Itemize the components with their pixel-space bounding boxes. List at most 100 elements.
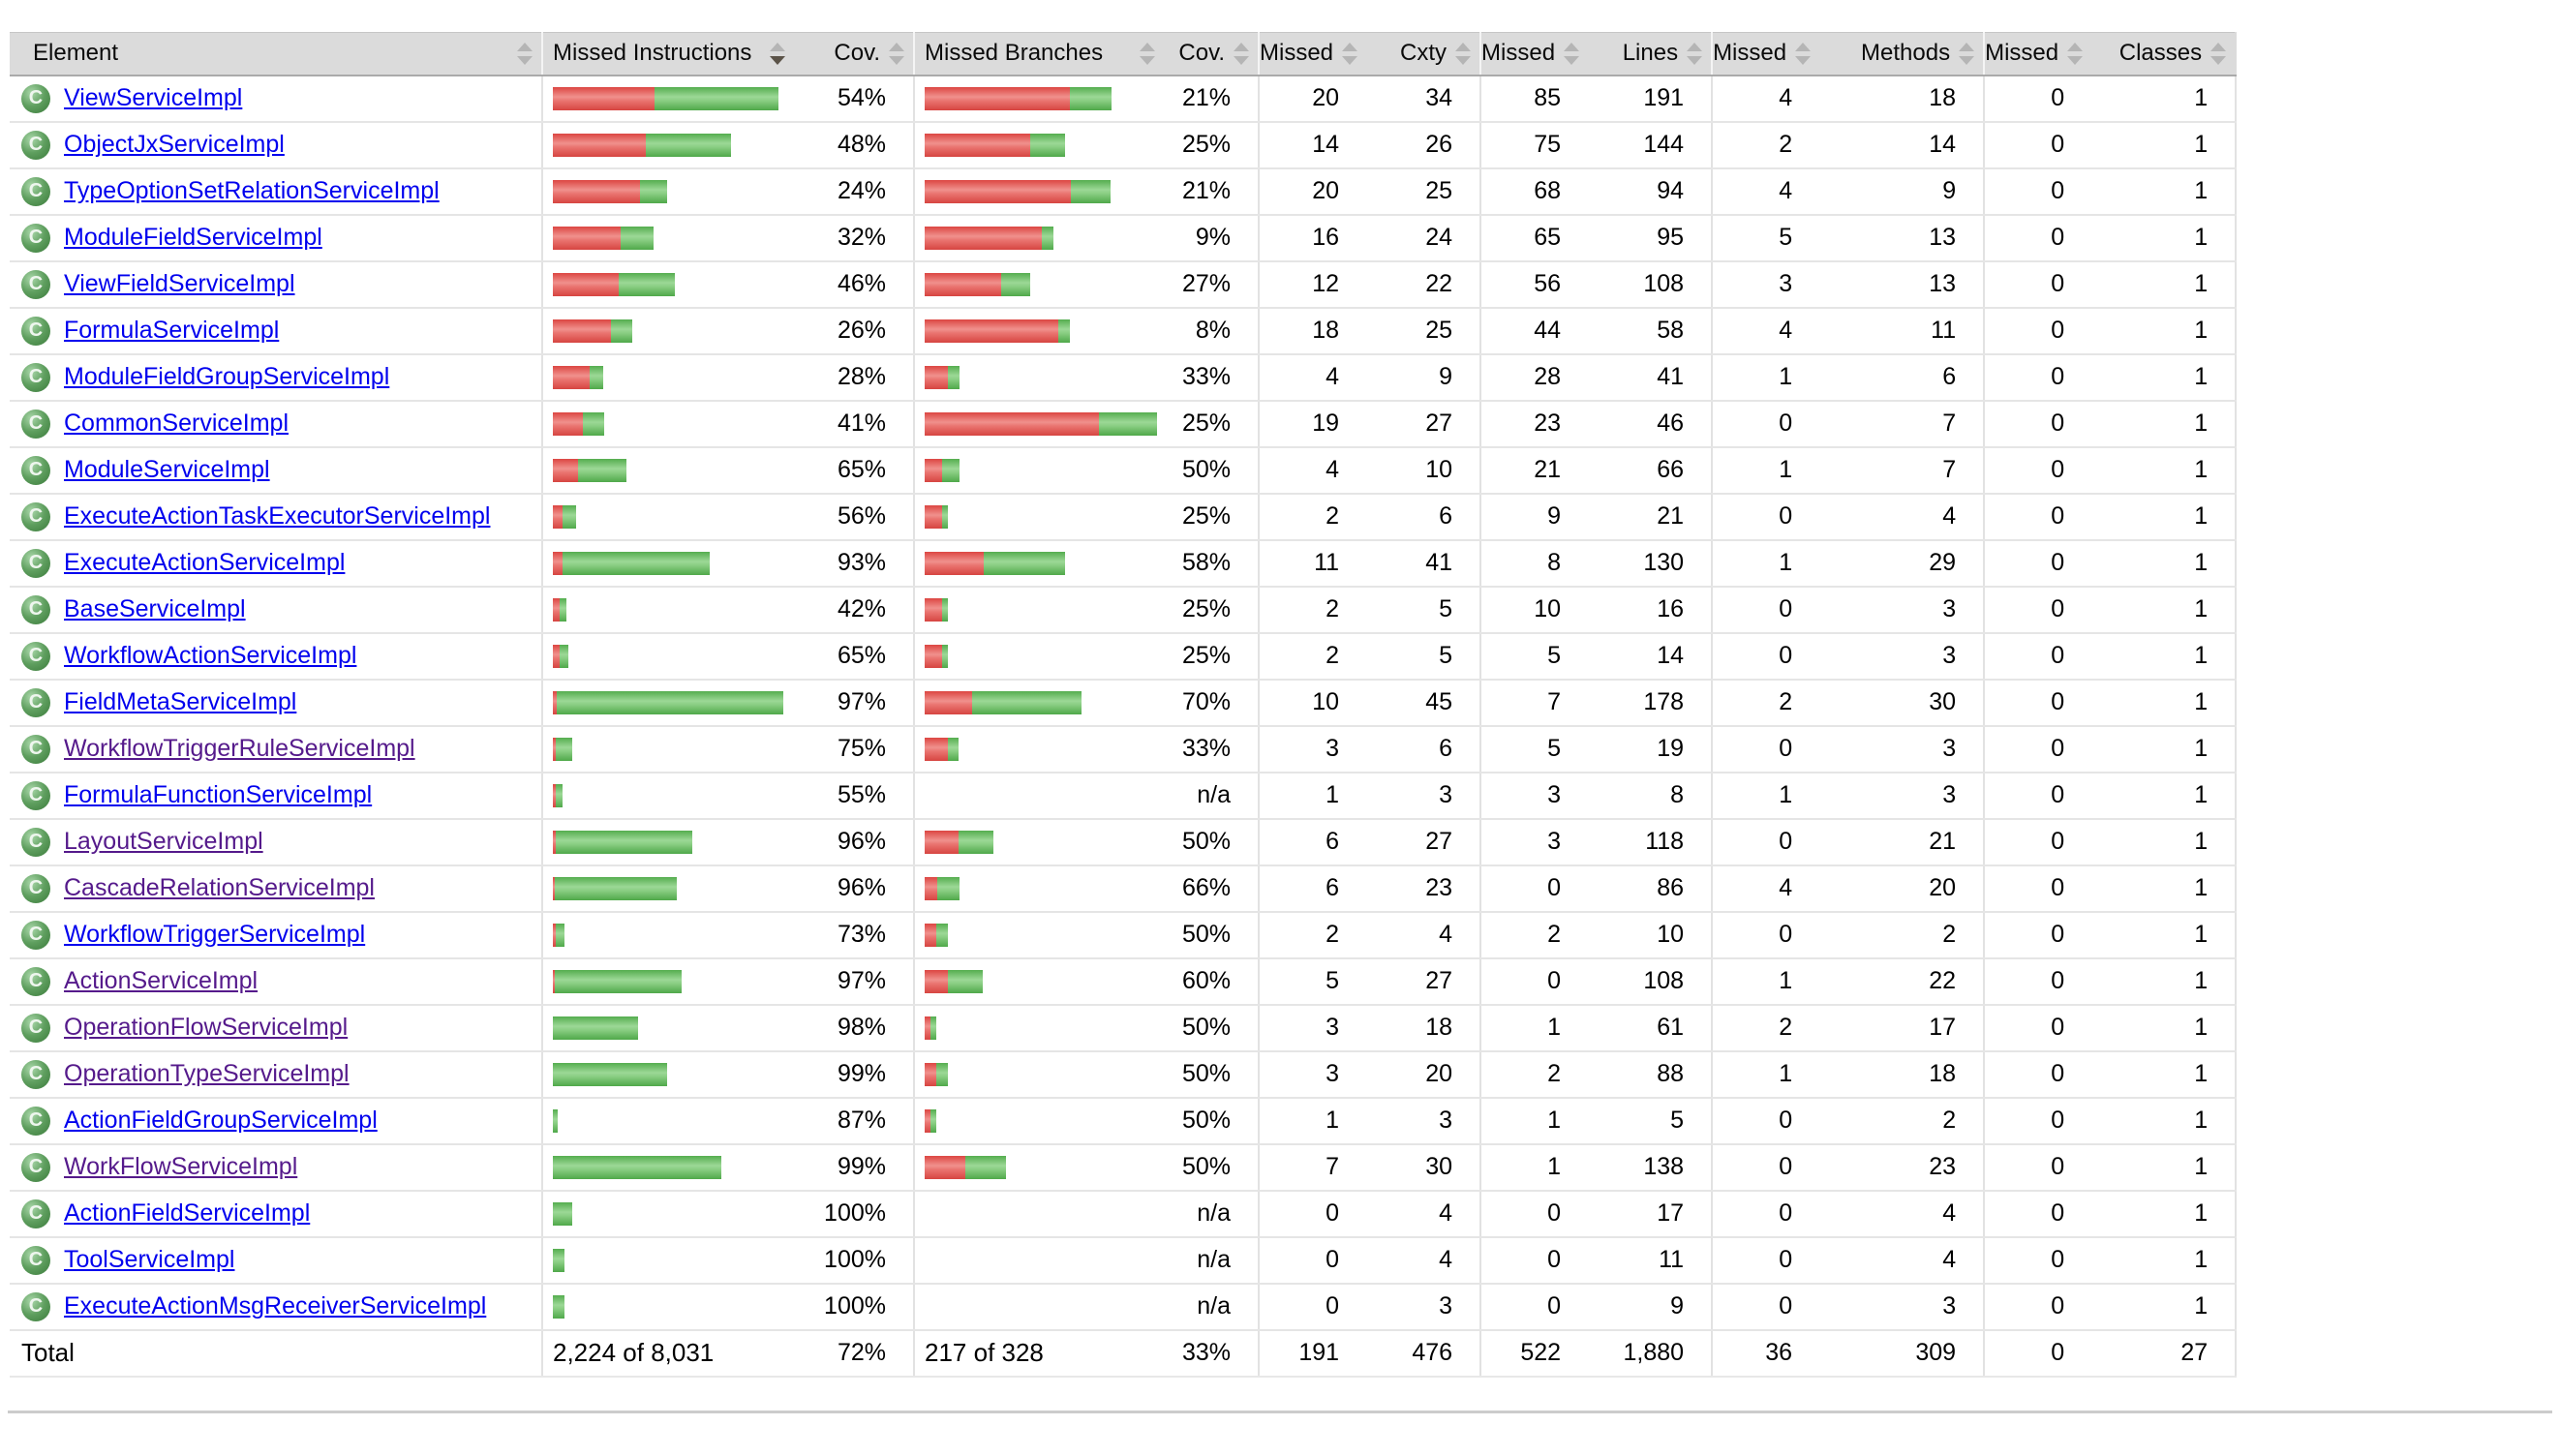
element-link[interactable]: OperationTypeServiceImpl bbox=[64, 1060, 350, 1087]
element-cell: C FormulaServiceImpl bbox=[10, 307, 542, 355]
element-link[interactable]: WorkflowActionServiceImpl bbox=[64, 642, 357, 669]
branches-bar bbox=[913, 1143, 1164, 1192]
col-header-cov-instructions[interactable]: Cov. bbox=[794, 32, 914, 76]
table-row: C ModuleServiceImpl 65% 50% 4 10 21 66 1 7 0 1 bbox=[10, 446, 2238, 495]
col-header-lines[interactable]: Lines bbox=[1588, 32, 1713, 76]
branches-bar bbox=[913, 1050, 1164, 1099]
methods-cell: 3 bbox=[1819, 1283, 1985, 1331]
element-link[interactable]: ExecuteActionServiceImpl bbox=[64, 549, 346, 576]
instructions-bar-graph bbox=[553, 1294, 794, 1319]
lines-cell: 61 bbox=[1588, 1004, 1713, 1052]
instructions-bar-covered-segment bbox=[640, 179, 667, 203]
col-header-missed-instructions[interactable]: Missed Instructions bbox=[541, 32, 794, 76]
element-link[interactable]: FieldMetaServiceImpl bbox=[64, 688, 297, 715]
instructions-coverage-cell: 54% bbox=[794, 75, 914, 123]
element-link[interactable]: ModuleServiceImpl bbox=[64, 456, 270, 483]
element-link[interactable]: ActionServiceImpl bbox=[64, 967, 259, 994]
table-row: C ActionServiceImpl 97% 60% 5 27 0 108 1 22 0 1 bbox=[10, 957, 2238, 1006]
lines-cell: 144 bbox=[1588, 121, 1713, 169]
branches-bar-covered-segment bbox=[1058, 318, 1070, 343]
branches-bar-missed-segment bbox=[925, 411, 1099, 436]
element-link[interactable]: BaseServiceImpl bbox=[64, 595, 246, 622]
table-row: C ModuleFieldServiceImpl 32% 9% 16 24 65 95 5 13 0… bbox=[10, 214, 2238, 262]
element-link[interactable]: FormulaFunctionServiceImpl bbox=[64, 781, 373, 808]
missed-cxty-cell: 2 bbox=[1257, 911, 1367, 959]
element-link[interactable]: ObjectJxServiceImpl bbox=[64, 131, 285, 158]
missed-classes-cell: 0 bbox=[1983, 1097, 2092, 1145]
methods-cell: 4 bbox=[1819, 1236, 1985, 1285]
element-link[interactable]: WorkFlowServiceImpl bbox=[64, 1153, 298, 1180]
branches-coverage-cell: 25% bbox=[1164, 400, 1259, 448]
element-link[interactable]: ExecuteActionTaskExecutorServiceImpl bbox=[64, 502, 491, 530]
lines-cell: 14 bbox=[1588, 632, 1713, 681]
branches-coverage-cell: 25% bbox=[1164, 632, 1259, 681]
branches-bar-covered-segment bbox=[937, 876, 960, 900]
missed-classes-cell: 0 bbox=[1983, 75, 2092, 123]
col-header-missed-cxty[interactable]: Missed bbox=[1257, 32, 1367, 76]
element-link[interactable]: ExecuteActionMsgReceiverServiceImpl bbox=[64, 1292, 487, 1320]
total-lines-cell: 1,880 bbox=[1588, 1329, 1713, 1378]
class-icon: C bbox=[21, 641, 50, 671]
element-link[interactable]: WorkflowTriggerServiceImpl bbox=[64, 921, 366, 948]
missed-lines-cell: 2 bbox=[1479, 1050, 1589, 1099]
instructions-bar-graph bbox=[553, 272, 794, 296]
classes-cell: 1 bbox=[2091, 121, 2238, 169]
instructions-bar-missed-segment bbox=[553, 876, 555, 900]
element-link[interactable]: ActionFieldServiceImpl bbox=[64, 1199, 311, 1227]
branches-bar bbox=[913, 75, 1164, 123]
element-link[interactable]: ActionFieldGroupServiceImpl bbox=[64, 1107, 378, 1134]
instructions-bar-covered-segment bbox=[619, 272, 675, 296]
lines-cell: 17 bbox=[1588, 1190, 1713, 1238]
sort-icon bbox=[769, 42, 786, 65]
classes-cell: 1 bbox=[2091, 1143, 2238, 1192]
col-header-classes[interactable]: Classes bbox=[2091, 32, 2238, 76]
instructions-bar bbox=[541, 353, 794, 402]
branches-bar-covered-segment bbox=[1070, 86, 1112, 110]
instructions-bar bbox=[541, 957, 794, 1006]
missed-classes-cell: 0 bbox=[1983, 167, 2092, 216]
element-link[interactable]: ModuleFieldServiceImpl bbox=[64, 224, 322, 251]
missed-lines-cell: 0 bbox=[1479, 1190, 1589, 1238]
col-header-missed-lines[interactable]: Missed bbox=[1479, 32, 1589, 76]
instructions-bar-graph bbox=[553, 1201, 794, 1226]
sort-down-arrow-icon bbox=[1140, 55, 1155, 65]
table-row: C FieldMetaServiceImpl 97% 70% 10 45 7 178 2 30 0 1 bbox=[10, 679, 2238, 727]
missed-lines-cell: 1 bbox=[1479, 1097, 1589, 1145]
coverage-table: Element Missed Instructions Cov. Missed Bra… bbox=[10, 32, 2238, 1378]
sort-up-arrow-icon bbox=[770, 42, 785, 51]
element-link[interactable]: CommonServiceImpl bbox=[64, 410, 290, 437]
element-cell: C ExecuteActionServiceImpl bbox=[10, 539, 542, 588]
element-link[interactable]: FormulaServiceImpl bbox=[64, 317, 280, 344]
cxty-cell: 25 bbox=[1366, 167, 1481, 216]
col-header-cxty[interactable]: Cxty bbox=[1366, 32, 1481, 76]
col-header-missed-classes[interactable]: Missed bbox=[1983, 32, 2092, 76]
col-header-element[interactable]: Element bbox=[10, 32, 542, 76]
missed-cxty-cell: 3 bbox=[1257, 725, 1367, 774]
missed-lines-cell: 3 bbox=[1479, 772, 1589, 820]
cxty-cell: 27 bbox=[1366, 957, 1481, 1006]
element-link[interactable]: CascadeRelationServiceImpl bbox=[64, 874, 375, 901]
element-link[interactable]: LayoutServiceImpl bbox=[64, 828, 263, 855]
instructions-bar-covered-segment bbox=[553, 1155, 721, 1179]
branches-bar-covered-segment bbox=[942, 644, 948, 668]
element-link[interactable]: ViewFieldServiceImpl bbox=[64, 270, 295, 297]
lines-cell: 5 bbox=[1588, 1097, 1713, 1145]
element-link[interactable]: ViewServiceImpl bbox=[64, 84, 243, 111]
branches-bar-missed-segment bbox=[925, 1155, 965, 1179]
branches-coverage-cell: 21% bbox=[1164, 167, 1259, 216]
instructions-coverage-cell: 87% bbox=[794, 1097, 914, 1145]
col-header-missed-methods[interactable]: Missed bbox=[1711, 32, 1820, 76]
table-row: C WorkflowActionServiceImpl 65% 25% 2 5 5 14 0 3 0… bbox=[10, 632, 2238, 681]
col-header-missed-branches[interactable]: Missed Branches bbox=[913, 32, 1164, 76]
methods-cell: 4 bbox=[1819, 493, 1985, 541]
element-link[interactable]: ToolServiceImpl bbox=[64, 1246, 235, 1273]
missed-methods-cell: 4 bbox=[1711, 307, 1820, 355]
col-header-methods[interactable]: Methods bbox=[1819, 32, 1985, 76]
missed-cxty-cell: 0 bbox=[1257, 1283, 1367, 1331]
branches-bar-missed-segment bbox=[925, 504, 942, 529]
element-link[interactable]: TypeOptionSetRelationServiceImpl bbox=[64, 177, 440, 204]
col-header-cov-branches[interactable]: Cov. bbox=[1164, 32, 1259, 76]
element-link[interactable]: ModuleFieldGroupServiceImpl bbox=[64, 363, 390, 390]
element-link[interactable]: WorkflowTriggerRuleServiceImpl bbox=[64, 735, 415, 762]
element-link[interactable]: OperationFlowServiceImpl bbox=[64, 1014, 349, 1041]
